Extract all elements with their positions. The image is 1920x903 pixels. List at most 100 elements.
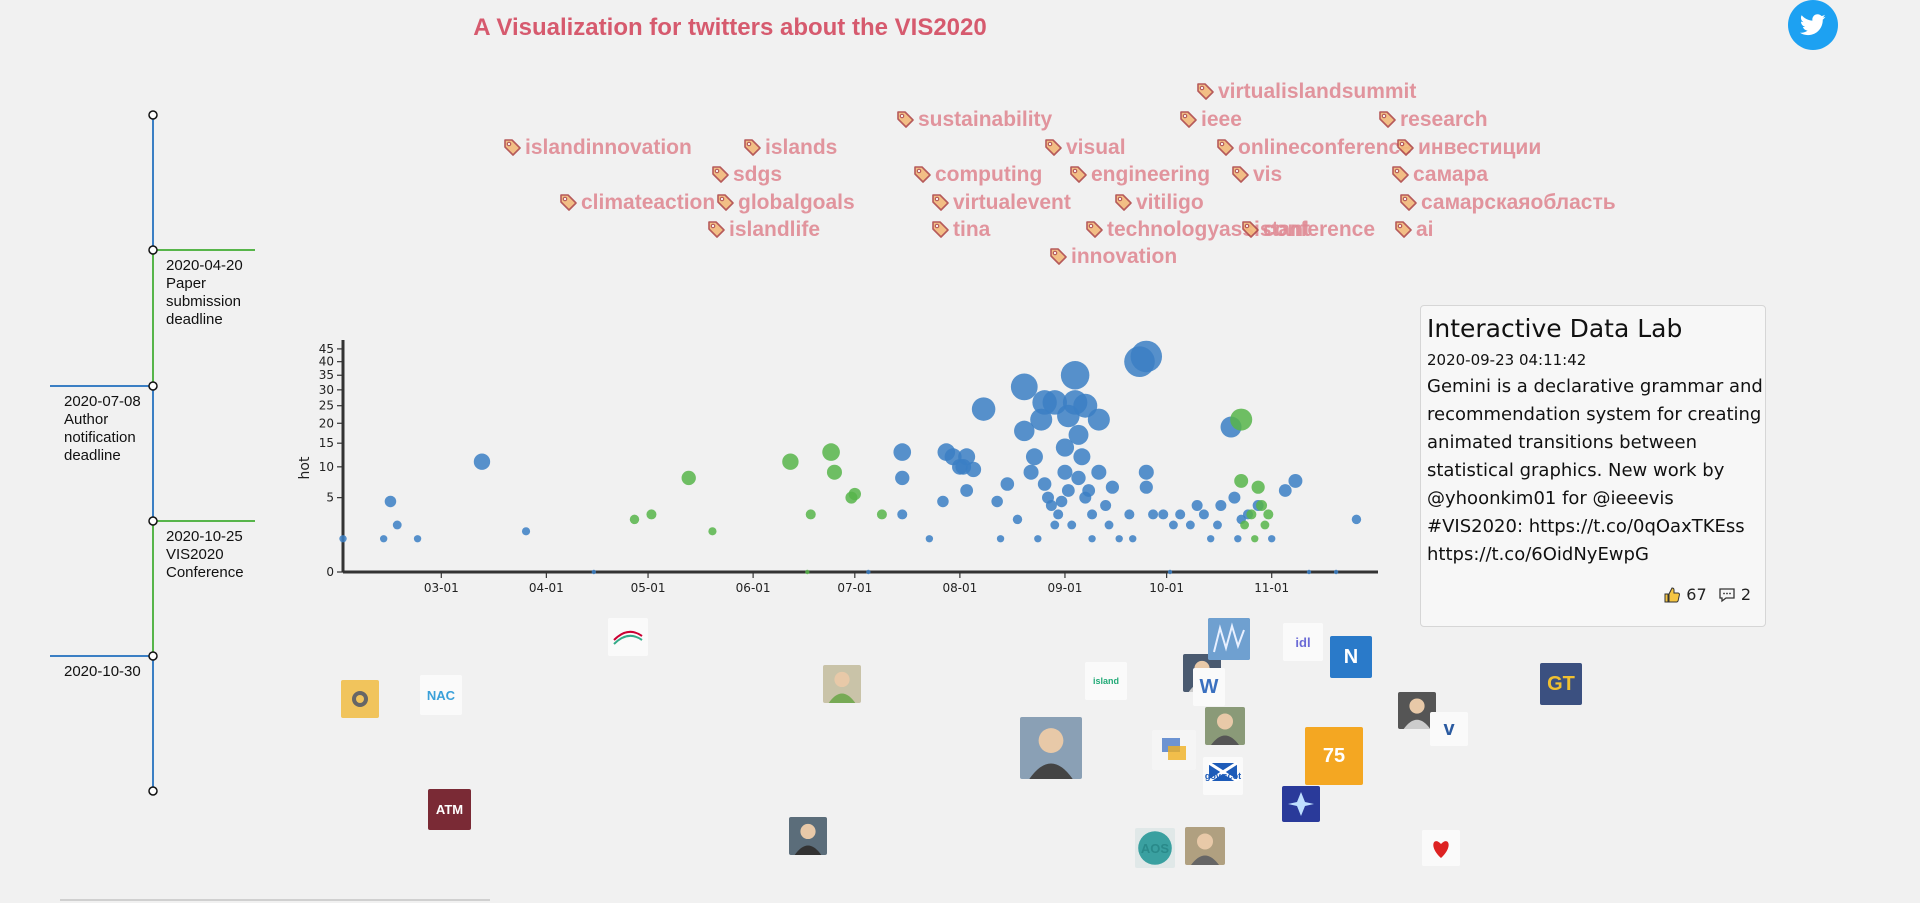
- user-avatar[interactable]: [1205, 707, 1245, 745]
- data-point[interactable]: [629, 514, 640, 525]
- data-point[interactable]: [958, 448, 976, 466]
- data-point[interactable]: [1207, 535, 1215, 543]
- data-point[interactable]: [1082, 484, 1096, 497]
- data-point[interactable]: [1010, 373, 1038, 401]
- data-point[interactable]: [1057, 464, 1073, 480]
- user-avatar[interactable]: v: [1430, 712, 1468, 746]
- hashtag-item[interactable]: technologyassistant: [1084, 218, 1310, 242]
- data-point[interactable]: [1087, 509, 1098, 520]
- data-point[interactable]: [1091, 464, 1107, 480]
- hashtag-item[interactable]: самара: [1390, 163, 1488, 187]
- data-point[interactable]: [1351, 514, 1362, 525]
- hashtag-item[interactable]: islandlife: [706, 218, 820, 242]
- data-point[interactable]: [1263, 509, 1274, 520]
- data-point[interactable]: [1215, 499, 1227, 512]
- hashtag-item[interactable]: globalgoals: [715, 191, 855, 215]
- data-point[interactable]: [1246, 509, 1257, 520]
- hashtag-item[interactable]: onlineconference: [1215, 136, 1412, 160]
- data-point[interactable]: [1260, 520, 1270, 530]
- timeline-node[interactable]: [148, 381, 158, 391]
- data-point[interactable]: [1034, 535, 1042, 543]
- hashtag-item[interactable]: islands: [742, 136, 837, 160]
- hashtag-item[interactable]: engineering: [1068, 163, 1210, 187]
- user-avatar[interactable]: island: [1085, 662, 1127, 700]
- user-avatar[interactable]: AOS: [1135, 828, 1175, 868]
- data-point[interactable]: [1060, 360, 1090, 390]
- data-point[interactable]: [1234, 473, 1249, 488]
- data-point[interactable]: [1278, 484, 1292, 497]
- data-point[interactable]: [591, 569, 597, 575]
- data-point[interactable]: [1333, 569, 1339, 575]
- data-point[interactable]: [413, 535, 422, 543]
- hashtag-item[interactable]: visual: [1043, 136, 1126, 160]
- data-point[interactable]: [1185, 520, 1195, 530]
- data-point[interactable]: [1306, 569, 1312, 575]
- data-point[interactable]: [1158, 509, 1169, 520]
- data-point[interactable]: [1012, 514, 1023, 525]
- data-point[interactable]: [384, 495, 397, 508]
- data-point[interactable]: [960, 484, 974, 497]
- data-point[interactable]: [893, 443, 912, 461]
- data-point[interactable]: [1213, 520, 1222, 530]
- data-point[interactable]: [1129, 535, 1137, 543]
- user-avatar[interactable]: N: [1330, 636, 1372, 678]
- data-point[interactable]: [473, 453, 491, 470]
- user-avatar[interactable]: 75: [1305, 727, 1363, 785]
- data-point[interactable]: [339, 535, 347, 543]
- user-avatar[interactable]: GT: [1540, 663, 1582, 705]
- user-avatar[interactable]: [1208, 618, 1250, 660]
- data-point[interactable]: [1014, 420, 1035, 442]
- data-point[interactable]: [1251, 480, 1265, 494]
- data-point[interactable]: [1175, 509, 1186, 520]
- data-point[interactable]: [1023, 464, 1039, 480]
- user-avatar[interactable]: [1152, 730, 1196, 770]
- data-point[interactable]: [782, 453, 799, 470]
- data-point[interactable]: [1061, 484, 1075, 497]
- data-point[interactable]: [1055, 438, 1075, 457]
- user-avatar[interactable]: NAC: [420, 675, 462, 715]
- data-point[interactable]: [1088, 535, 1096, 543]
- timeline-node[interactable]: [148, 651, 158, 661]
- user-avatar[interactable]: gov.scot: [1203, 757, 1243, 795]
- data-point[interactable]: [1087, 408, 1110, 431]
- data-point[interactable]: [805, 569, 810, 575]
- data-point[interactable]: [1228, 491, 1241, 504]
- user-avatar[interactable]: [1282, 786, 1320, 822]
- hashtag-item[interactable]: vis: [1230, 163, 1282, 187]
- user-avatar[interactable]: W: [1193, 668, 1225, 706]
- data-point[interactable]: [1256, 499, 1268, 512]
- data-point[interactable]: [1198, 509, 1209, 520]
- data-point[interactable]: [1100, 499, 1112, 512]
- data-point[interactable]: [996, 535, 1005, 543]
- hashtag-item[interactable]: research: [1377, 108, 1488, 132]
- data-point[interactable]: [1071, 470, 1086, 486]
- data-point[interactable]: [1148, 509, 1159, 520]
- data-point[interactable]: [965, 461, 982, 478]
- data-point[interactable]: [521, 527, 531, 536]
- data-point[interactable]: [1230, 408, 1253, 431]
- scrollbar[interactable]: [60, 899, 490, 901]
- data-point[interactable]: [1025, 448, 1043, 466]
- hashtag-item[interactable]: sdgs: [710, 163, 782, 187]
- hashtag-item[interactable]: инвестиции: [1395, 136, 1541, 160]
- hashtag-item[interactable]: virtualevent: [930, 191, 1071, 215]
- hashtag-item[interactable]: самарскаяобласть: [1398, 191, 1616, 215]
- user-avatar[interactable]: [823, 665, 861, 703]
- twitter-bird-icon[interactable]: [1788, 0, 1838, 50]
- data-point[interactable]: [1191, 499, 1203, 512]
- data-point[interactable]: [866, 569, 871, 575]
- data-point[interactable]: [971, 397, 996, 421]
- data-point[interactable]: [1167, 569, 1173, 575]
- timeline-node[interactable]: [148, 245, 158, 255]
- user-avatar[interactable]: [1398, 692, 1436, 729]
- hashtag-item[interactable]: conference: [1240, 218, 1375, 242]
- data-point[interactable]: [876, 509, 887, 520]
- user-avatar[interactable]: [608, 618, 648, 656]
- data-point[interactable]: [379, 535, 388, 543]
- tweet-card[interactable]: Interactive Data Lab 2020-09-23 04:11:42…: [1420, 305, 1766, 627]
- hashtag-item[interactable]: climateaction: [558, 191, 715, 215]
- data-point[interactable]: [1138, 464, 1154, 480]
- data-point[interactable]: [1168, 520, 1178, 530]
- data-point[interactable]: [1240, 520, 1250, 530]
- data-point[interactable]: [937, 495, 949, 508]
